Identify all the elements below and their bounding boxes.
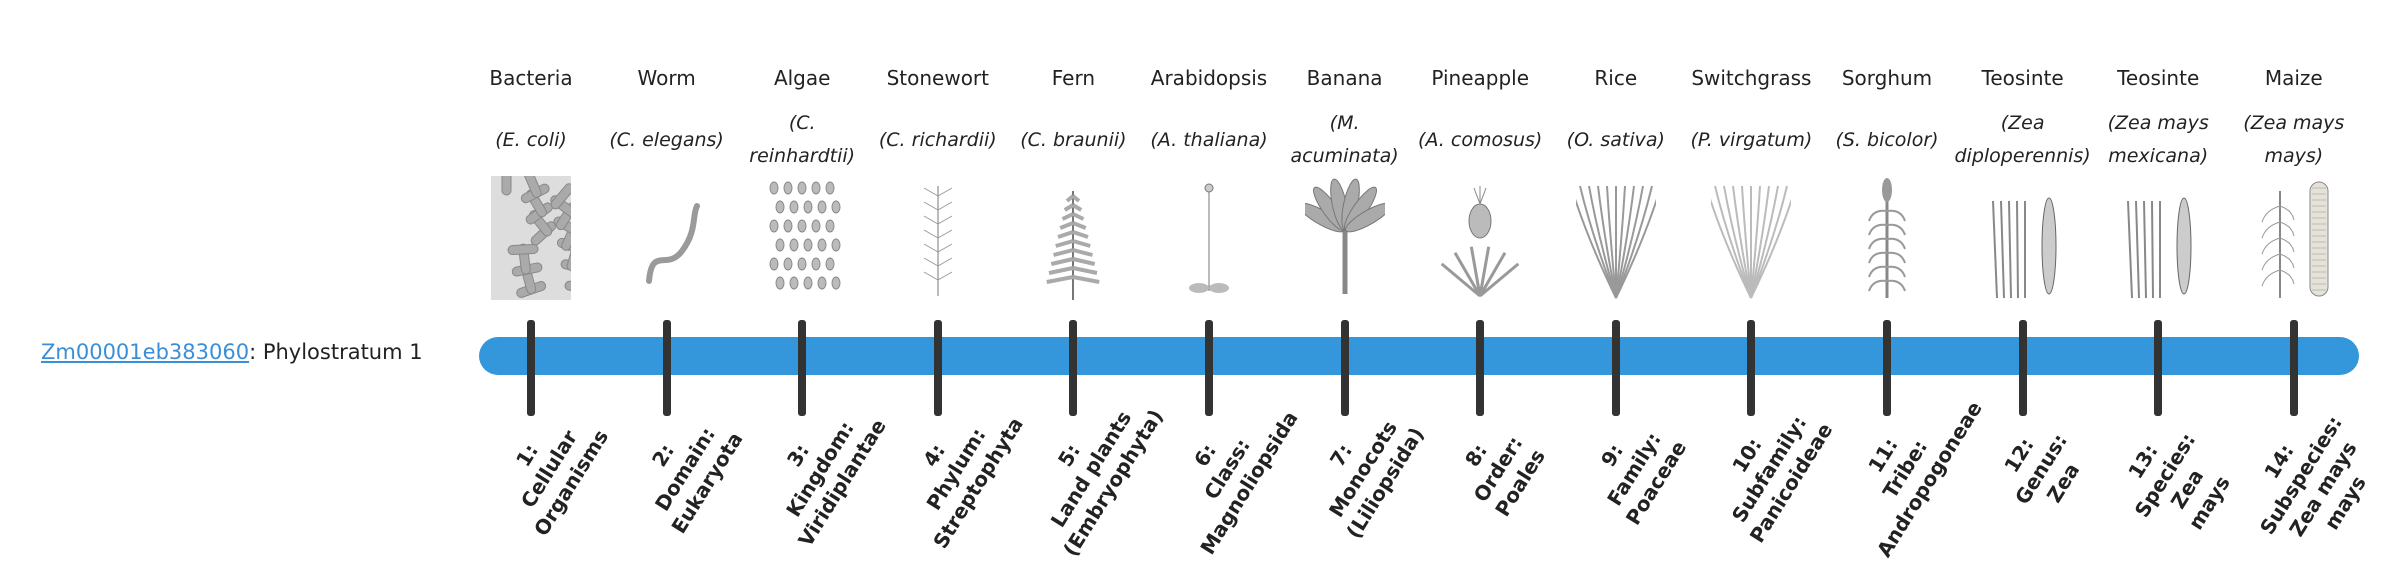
stratum-rank-label: 3: Kingdom: Viridiplantae	[742, 376, 898, 562]
organism-common-name: Stonewort	[886, 66, 989, 90]
banana-icon	[1304, 178, 1385, 294]
organism-common-name: Switchgrass	[1691, 66, 1812, 90]
organism-scientific-name: (A. comosus)	[1418, 128, 1543, 151]
organism-common-name: Arabidopsis	[1150, 66, 1268, 90]
stratum-tick	[1069, 320, 1078, 416]
teosinte-icon	[1955, 176, 2091, 300]
stratum-tick	[2154, 320, 2163, 416]
organism-scientific-name: (A. thaliana)	[1150, 128, 1268, 151]
gene-id-link[interactable]: Zm00001eb383060	[41, 340, 250, 364]
banana-icon	[1277, 176, 1413, 300]
stratum-rank-label: 2: Domain: Eukaryota	[606, 376, 762, 562]
stratum-rank-label: 5: Land plants (Embryophyta)	[1013, 376, 1169, 562]
organism-common-name: Maize	[2264, 66, 2323, 90]
organism-common-name: Teosinte	[1981, 66, 2064, 90]
phylostratum-text: : Phylostratum 1	[249, 340, 423, 364]
stonewort-icon	[870, 176, 1006, 300]
maize-icon	[2226, 176, 2362, 300]
algae-icon	[769, 181, 841, 290]
worm-icon	[599, 176, 735, 300]
organism-scientific-name: (Zea mays mexicana)	[2107, 112, 2209, 167]
stratum-tick	[2289, 320, 2298, 416]
fern-icon	[1046, 191, 1101, 300]
organism-scientific-name: (E. coli)	[495, 128, 567, 151]
organism-common-name: Pineapple	[1431, 66, 1530, 90]
organism-common-name: Teosinte	[2117, 66, 2200, 90]
organism-scientific-name: (Zea diploperennis)	[1954, 112, 2091, 167]
stratum-tick	[2018, 320, 2027, 416]
organism-common-name: Fern	[1051, 66, 1096, 90]
organism-scientific-name: (C. reinhardtii)	[749, 112, 856, 167]
stratum-tick	[1883, 320, 1891, 416]
gene-label: Zm00001eb383060: Phylostratum 1	[41, 340, 423, 364]
stratum-tick	[1476, 320, 1485, 416]
fern-icon	[1005, 176, 1141, 300]
worm-icon	[645, 203, 700, 284]
pineapple-icon	[1440, 186, 1520, 298]
organism-common-name: Algae	[773, 66, 831, 90]
stratum-tick	[1205, 320, 1213, 416]
stratum-tick	[1747, 320, 1756, 416]
stratum-rank-label: 14: Subspecies: Zea mays mays	[2223, 382, 2400, 581]
bacteria-icon	[491, 176, 571, 300]
algae-icon	[734, 176, 870, 300]
stratum-rank-label: 12: Genus: Zea	[1962, 376, 2118, 562]
teosinte-icon	[2090, 176, 2226, 300]
stratum-rank-label: 4: Phylum: Streptophyta	[878, 376, 1034, 562]
organism-common-name: Bacteria	[489, 66, 573, 90]
stratum-tick	[1611, 320, 1620, 416]
rice-icon	[1575, 185, 1656, 299]
organism-common-name: Rice	[1594, 66, 1638, 90]
stratum-tick	[798, 320, 807, 416]
sorghum-icon	[1868, 178, 1906, 298]
stratum-rank-label: 9: Family: Poaceae	[1556, 376, 1712, 562]
stratum-tick	[1340, 320, 1349, 416]
phylostratum-bar	[479, 337, 2359, 375]
organism-scientific-name: (C. elegans)	[609, 128, 724, 151]
stratum-rank-label: 8: Order: Poales	[1420, 376, 1576, 562]
sorghum-icon	[1819, 176, 1955, 300]
organism-common-name: Worm	[637, 66, 696, 90]
stratum-rank-label: 7: Monocots (Liliopsida)	[1284, 376, 1440, 562]
organism-scientific-name: (S. bicolor)	[1835, 128, 1939, 151]
arabidopsis-icon	[1141, 176, 1277, 300]
rice-icon	[1548, 176, 1684, 300]
stratum-rank-label: 13: Species: Zea mays	[2087, 382, 2265, 581]
teosinte-icon	[2127, 197, 2192, 299]
organism-scientific-name: (Zea mays mays)	[2243, 112, 2345, 167]
stratum-rank-label: 10: Subfamily: Panicoideae	[1691, 376, 1847, 562]
organism-scientific-name: (C. braunii)	[1020, 128, 1127, 151]
stratum-rank-label: 11: Tribe: Andropogoneae	[1827, 376, 1987, 562]
switchgrass-icon	[1711, 185, 1792, 299]
switchgrass-icon	[1683, 176, 1819, 300]
maize-icon	[2261, 181, 2329, 298]
stratum-tick	[933, 320, 942, 416]
organism-scientific-name: (C. richardii)	[878, 128, 997, 151]
bacteria-icon	[463, 176, 599, 300]
organism-common-name: Sorghum	[1841, 66, 1933, 90]
stratum-rank-label: 1: Cellular Organisms	[471, 376, 627, 562]
organism-scientific-name: (M. acuminata)	[1290, 112, 1399, 167]
organism-scientific-name: (O. sativa)	[1566, 128, 1665, 151]
stratum-tick	[527, 320, 535, 416]
organism-scientific-name: (P. virgatum)	[1690, 128, 1813, 151]
organism-common-name: Banana	[1306, 66, 1383, 90]
stratum-tick	[662, 320, 671, 416]
stratum-rank-label: 6: Class: Magnoliopsida	[1149, 376, 1305, 562]
teosinte-icon	[1991, 197, 2057, 299]
stonewort-icon	[923, 186, 953, 296]
arabidopsis-icon	[1189, 183, 1229, 293]
pineapple-icon	[1412, 176, 1548, 300]
